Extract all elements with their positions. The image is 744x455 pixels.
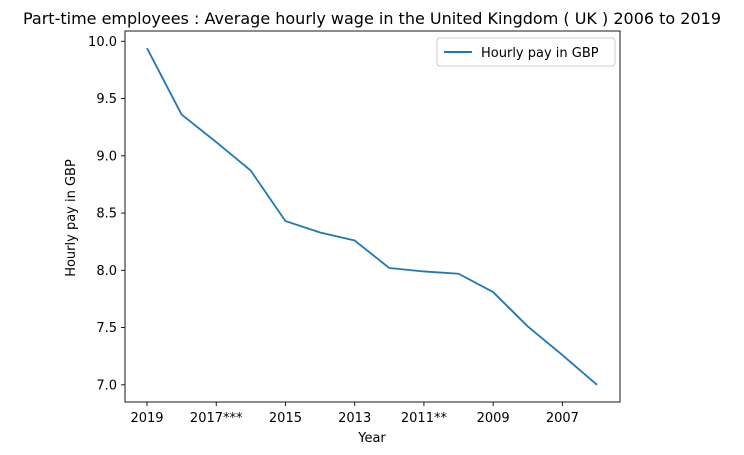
y-tick-label: 7.0	[96, 378, 117, 393]
plot-frame	[124, 30, 621, 403]
chart-title: Part-time employees : Average hourly wag…	[23, 9, 721, 28]
legend-label: Hourly pay in GBP	[481, 46, 599, 61]
x-tick-label: 2015	[269, 411, 302, 426]
plot-area: 7.0 7.5 8.0 8.5 9.0 9.5 10.0 2019 2017*** 2015 201…	[88, 30, 621, 426]
legend: Hourly pay in GBP	[436, 37, 616, 67]
y-tick-label: 7.5	[96, 321, 117, 336]
x-tick-label: 2011**	[401, 411, 448, 426]
y-tick-label: 8.5	[96, 207, 117, 222]
y-tick-label: 9.0	[96, 149, 117, 164]
x-tick-label: 2009	[477, 411, 510, 426]
x-tick-label: 2013	[338, 411, 371, 426]
y-tick-label: 9.5	[96, 92, 117, 107]
legend-box	[436, 37, 616, 67]
y-tick-label: 10.0	[88, 35, 117, 50]
x-tick-label: 2019	[130, 411, 163, 426]
x-tick-label: 2007	[546, 411, 579, 426]
y-axis-label: Hourly pay in GBP	[64, 159, 79, 277]
y-tick-label: 8.0	[96, 264, 117, 279]
x-axis-label: Year	[357, 431, 386, 446]
x-tick-label: 2017***	[190, 411, 243, 426]
series-line-0	[146, 47, 598, 386]
